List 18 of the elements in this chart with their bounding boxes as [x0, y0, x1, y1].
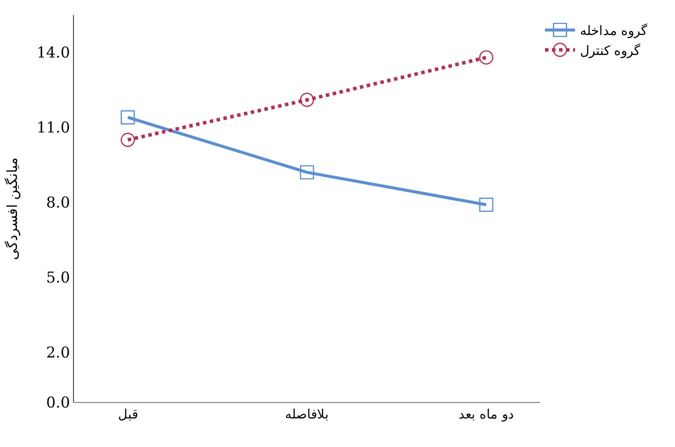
- legend-label: گروه مداخله: [580, 23, 648, 40]
- point: [120, 132, 135, 147]
- x-tick-label: دو ماه بعد: [458, 408, 514, 423]
- point: [300, 92, 314, 107]
- y-tick-label: 0.0: [46, 393, 70, 412]
- point: [120, 110, 135, 124]
- y-tick-label: 5.0: [46, 268, 70, 286]
- y-tick-label: 14.0: [36, 44, 70, 62]
- y-tick-label: 8.0: [46, 194, 70, 212]
- x-tick-label: قبل: [118, 408, 138, 423]
- legend-label: گروه کنترل: [580, 42, 642, 59]
- point: [479, 50, 494, 65]
- y-tick-label: 11.0: [36, 118, 70, 137]
- y-tick-label: 2.0: [46, 343, 70, 362]
- point: [300, 165, 314, 180]
- point: [479, 198, 494, 212]
- x-tick-label: بلافاصله: [285, 408, 329, 423]
- y-axis-title: میانگین افسردگی: [4, 156, 22, 260]
